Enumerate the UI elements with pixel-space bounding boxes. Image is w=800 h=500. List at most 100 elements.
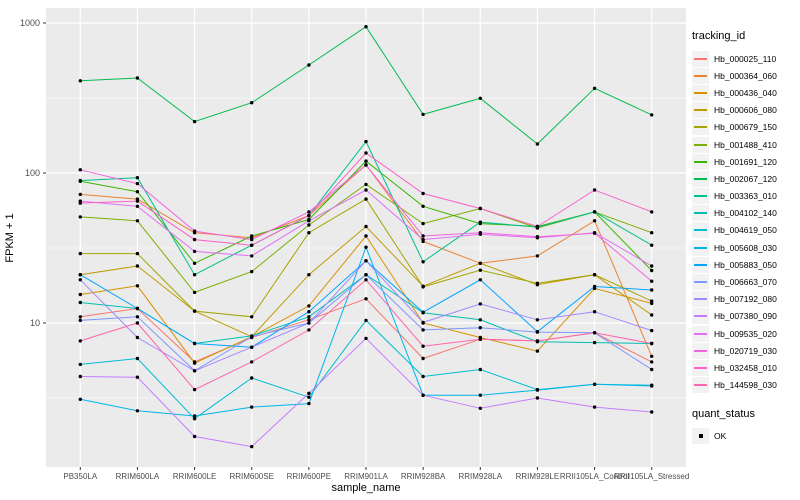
legend-key-swatch [692, 119, 709, 136]
data-point [135, 190, 140, 194]
x-tick-label: RRIM901LA [344, 472, 388, 481]
data-point [478, 96, 482, 101]
legend-entry-Hb_007380_090: Hb_007380_090 [692, 308, 798, 325]
line-swatch-icon [694, 177, 707, 180]
data-point [307, 219, 311, 223]
data-point [250, 335, 254, 339]
data-point [307, 318, 311, 322]
data-point [364, 159, 368, 163]
data-point [592, 86, 597, 91]
legend-label: Hb_005608_030 [714, 242, 777, 253]
data-point [135, 264, 140, 268]
data-point [478, 278, 482, 282]
data-point [192, 361, 197, 365]
data-point [250, 234, 254, 238]
data-point [364, 234, 368, 238]
legend-label: Hb_006663_070 [714, 277, 777, 288]
data-point [364, 278, 368, 282]
data-point [478, 206, 482, 211]
legend-entry-Hb_144598_030: Hb_144598_030 [692, 377, 798, 394]
data-point [192, 273, 197, 277]
data-point [250, 345, 254, 349]
data-point [535, 388, 540, 392]
data-point [135, 219, 140, 223]
data-point [192, 229, 197, 233]
data-point [135, 199, 140, 203]
legend-label: Hb_000679_150 [714, 122, 777, 133]
data-point [650, 328, 654, 333]
data-point [364, 197, 368, 201]
data-point [535, 235, 540, 239]
data-point [78, 201, 83, 205]
data-point [307, 63, 311, 67]
data-point [421, 204, 425, 208]
data-point [135, 204, 140, 208]
data-point [421, 320, 425, 325]
data-point [364, 336, 368, 341]
data-point [421, 260, 425, 264]
data-point [650, 268, 654, 273]
legend-key-swatch [692, 205, 709, 222]
legend-key-swatch [692, 84, 709, 101]
data-point [592, 382, 597, 386]
data-point [592, 405, 597, 409]
data-point [78, 292, 83, 297]
x-tick-label: RRIM600LA [116, 472, 160, 481]
legend-key-swatch [692, 274, 709, 291]
legend-key-swatch [692, 170, 709, 187]
data-point [650, 341, 654, 346]
legend-label: Hb_020719_030 [714, 345, 777, 356]
data-point [650, 264, 654, 268]
data-point [307, 210, 311, 214]
data-point [535, 330, 540, 334]
line-swatch-icon [694, 349, 707, 352]
x-axis-title: sample_name [331, 482, 401, 494]
legend-entry-Hb_001488_410: Hb_001488_410 [692, 136, 798, 153]
data-point [478, 231, 482, 235]
data-point [250, 237, 254, 242]
data-point [135, 321, 140, 325]
data-point [192, 309, 197, 313]
legend-label: Hb_001488_410 [714, 139, 777, 150]
data-point [592, 210, 597, 214]
x-tick-label: RRII105LA_Control [560, 472, 630, 481]
line-swatch-icon [694, 74, 707, 77]
data-point [192, 434, 197, 439]
line-swatch-icon [694, 160, 707, 163]
data-point [421, 344, 425, 348]
data-point [307, 310, 311, 314]
data-point [650, 384, 654, 388]
legend-entry-Hb_005883_050: Hb_005883_050 [692, 256, 798, 273]
data-point [650, 288, 654, 292]
legend-label: Hb_000025_110 [714, 53, 777, 64]
legend-label: Hb_003363_010 [714, 191, 777, 202]
line-swatch-icon [694, 109, 707, 112]
data-point [650, 410, 654, 414]
legend-entry-ok: OK [692, 428, 798, 445]
legend-label: Hb_144598_030 [714, 380, 777, 391]
data-point [250, 243, 254, 247]
data-point [307, 391, 311, 395]
legend-entry-Hb_032458_010: Hb_032458_010 [692, 359, 798, 376]
data-point [307, 223, 311, 227]
data-point [364, 151, 368, 155]
data-point [535, 142, 540, 146]
x-tick-label: RRIM600PE [287, 472, 331, 481]
data-point [250, 360, 254, 364]
data-point [78, 278, 83, 282]
data-point [192, 237, 197, 242]
legend-label: Hb_007192_080 [714, 294, 777, 305]
legend-entry-Hb_002067_120: Hb_002067_120 [692, 170, 798, 187]
data-point [592, 188, 597, 192]
data-point [135, 181, 140, 186]
legend-label: Hb_009535_020 [714, 328, 777, 339]
data-point [421, 374, 425, 379]
data-point [535, 396, 540, 400]
data-point [592, 284, 597, 289]
legend-key-swatch [692, 136, 709, 153]
y-tick-label: 10 [30, 318, 40, 328]
data-point [535, 349, 540, 353]
legend-entry-Hb_000606_080: Hb_000606_080 [692, 102, 798, 119]
data-point [250, 269, 254, 274]
data-point [478, 302, 482, 306]
